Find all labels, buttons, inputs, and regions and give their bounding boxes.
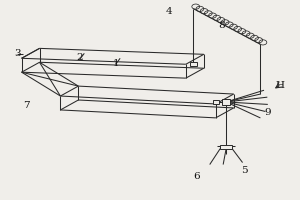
Bar	[213, 100, 219, 104]
Text: 7: 7	[23, 101, 29, 110]
Text: 4: 4	[166, 7, 173, 16]
Text: 5: 5	[241, 166, 248, 175]
Text: 3: 3	[14, 49, 20, 58]
Text: 2: 2	[76, 53, 83, 62]
Text: H: H	[275, 81, 284, 90]
Text: 1: 1	[112, 59, 119, 68]
Bar	[220, 145, 232, 149]
Bar	[190, 62, 197, 66]
Text: 6: 6	[193, 172, 200, 181]
Text: 9: 9	[265, 108, 271, 117]
Text: 8: 8	[218, 21, 225, 30]
Bar	[222, 99, 230, 105]
